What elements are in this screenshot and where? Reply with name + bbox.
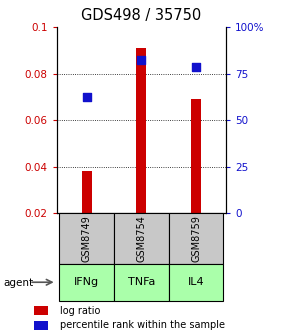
- Bar: [169, 264, 224, 301]
- Bar: [114, 264, 169, 301]
- Text: GSM8749: GSM8749: [82, 215, 92, 262]
- Text: GSM8754: GSM8754: [136, 215, 146, 262]
- Bar: [137, 48, 146, 213]
- Bar: [59, 213, 114, 264]
- Text: IL4: IL4: [188, 277, 204, 287]
- Text: IFNg: IFNg: [74, 277, 99, 287]
- Bar: [114, 213, 169, 264]
- Bar: [169, 213, 224, 264]
- Bar: [34, 321, 48, 330]
- Bar: [34, 306, 48, 315]
- Point: [194, 64, 198, 69]
- Text: GSM8759: GSM8759: [191, 215, 201, 262]
- Bar: [191, 99, 201, 213]
- Point: [139, 57, 144, 62]
- Title: GDS498 / 35750: GDS498 / 35750: [81, 8, 202, 23]
- Bar: [59, 264, 114, 301]
- Text: percentile rank within the sample: percentile rank within the sample: [60, 320, 225, 330]
- Text: agent: agent: [3, 278, 33, 288]
- Point: [84, 94, 89, 99]
- Text: log ratio: log ratio: [60, 305, 100, 316]
- Bar: [82, 171, 92, 213]
- Text: TNFa: TNFa: [128, 277, 155, 287]
